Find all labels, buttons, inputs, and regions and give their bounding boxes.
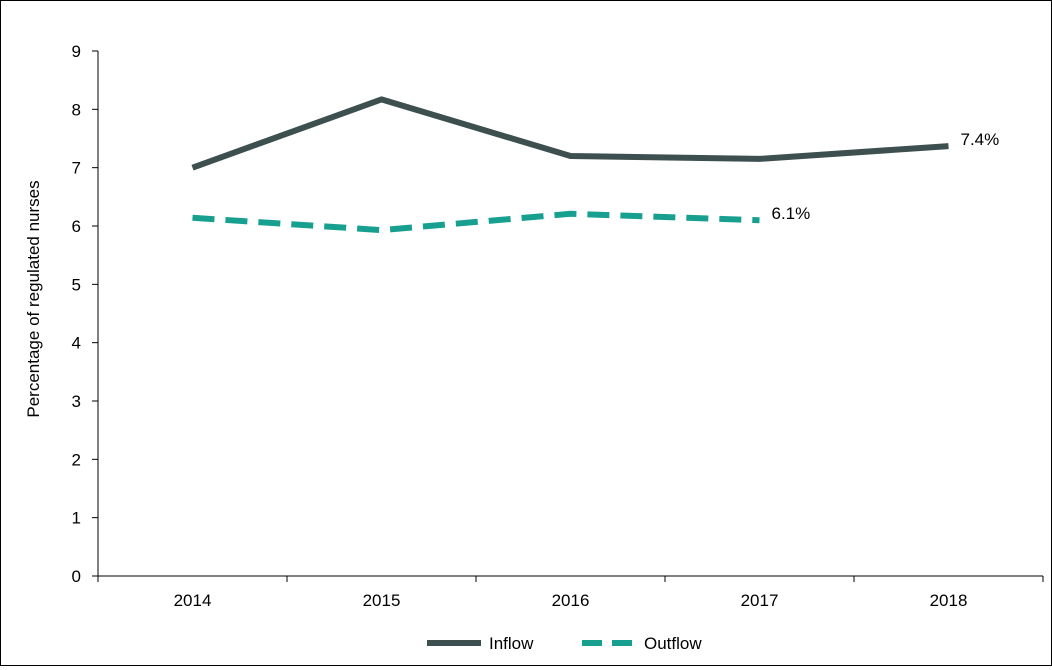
legend-inflow-label: Inflow	[489, 634, 534, 653]
y-tick-label: 9	[72, 42, 81, 61]
axes	[97, 51, 1043, 577]
series-group: 7.4% 6.1%	[191, 96, 1000, 234]
y-tick-label: 3	[72, 392, 81, 411]
y-tick-label: 5	[72, 275, 81, 294]
x-tick-label: 2018	[930, 591, 968, 610]
inflow-line	[191, 96, 949, 171]
y-tick-label: 4	[72, 334, 81, 353]
x-tick-label: 2016	[552, 591, 590, 610]
x-axis-ticks: 2014 2015 2016 2017 2018	[97, 576, 1044, 610]
x-tick-label: 2017	[741, 591, 779, 610]
legend: Inflow Outflow	[427, 634, 702, 653]
outflow-end-label: 6.1%	[772, 204, 811, 223]
y-axis-label: Percentage of regulated nurses	[24, 180, 43, 417]
x-tick-label: 2015	[363, 591, 401, 610]
y-tick-label: 8	[72, 100, 81, 119]
legend-outflow-label: Outflow	[644, 634, 702, 653]
y-tick-label: 6	[72, 217, 81, 236]
y-tick-label: 1	[72, 509, 81, 528]
outflow-line	[192, 210, 760, 234]
inflow-end-label: 7.4%	[961, 130, 1000, 149]
y-tick-label: 0	[72, 567, 81, 586]
y-axis-ticks: 0 1 2 3 4 5 6 7 8 9	[72, 42, 98, 586]
x-tick-label: 2014	[174, 591, 212, 610]
y-tick-label: 7	[72, 159, 81, 178]
y-tick-label: 2	[72, 450, 81, 469]
